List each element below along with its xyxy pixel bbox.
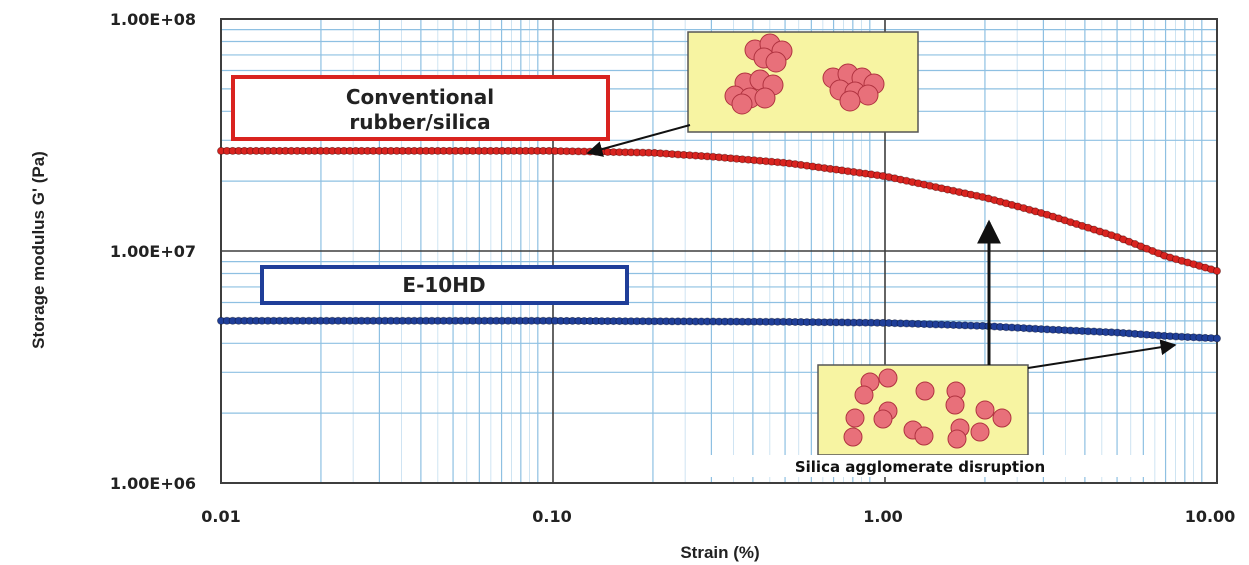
- silica-particle: [914, 426, 934, 446]
- series-conventional: [216, 146, 1222, 275]
- y-tick-label-1e6: 1.00E+06: [110, 474, 196, 493]
- silica-particle: [843, 427, 863, 447]
- e10hd-label-box: [260, 265, 629, 305]
- silica-particle: [945, 395, 965, 415]
- agglomerated-particles: [724, 33, 885, 115]
- silica-particle: [915, 381, 935, 401]
- silica-particle: [975, 400, 995, 420]
- conventional-label-box: [231, 75, 610, 141]
- arrow-to-conventional-curve: [586, 124, 691, 157]
- silica-particle: [992, 408, 1012, 428]
- silica-particle: [731, 93, 753, 115]
- silica-particle: [839, 90, 861, 112]
- silica-particle: [845, 408, 865, 428]
- silica-particle: [873, 409, 893, 429]
- silica-particle: [754, 87, 776, 109]
- x-tick-label-1-00: 1.00: [863, 507, 902, 526]
- conventional-label-line1: Conventional: [346, 85, 494, 109]
- conventional-label-line2: rubber/silica: [349, 110, 490, 134]
- y-tick-label-1e8: 1.00E+08: [110, 10, 196, 29]
- series-e10hd: [216, 316, 1222, 343]
- x-tick-label-0-10: 0.10: [532, 507, 571, 526]
- disruption-caption: Silica agglomerate disruption: [795, 458, 1045, 476]
- plot-frame: [220, 18, 1218, 484]
- arrow-to-e10hd-curve: [1027, 339, 1177, 369]
- series-layer: [216, 146, 1222, 343]
- series-line: [218, 147, 1220, 274]
- y-axis-title: Storage modulus G' (Pa): [29, 151, 48, 349]
- dispersed-particles: [843, 368, 1012, 449]
- data-point: [1213, 334, 1222, 343]
- agglomerated-silica-inset: [687, 31, 919, 133]
- e10hd-label-text: E-10HD: [402, 273, 485, 297]
- silica-particle: [857, 84, 879, 106]
- silica-particle: [878, 368, 898, 388]
- silica-particle: [970, 422, 990, 442]
- x-tick-label-0-01: 0.01: [201, 507, 240, 526]
- y-tick-label-1e7: 1.00E+07: [110, 242, 196, 261]
- x-tick-label-10-00: 10.00: [1185, 507, 1236, 526]
- silica-particle: [947, 429, 967, 449]
- data-point: [1213, 266, 1222, 275]
- silica-particle: [765, 51, 787, 73]
- x-axis-title: Strain (%): [680, 543, 759, 562]
- caption-background: [700, 455, 1150, 477]
- silica-particle: [854, 385, 874, 405]
